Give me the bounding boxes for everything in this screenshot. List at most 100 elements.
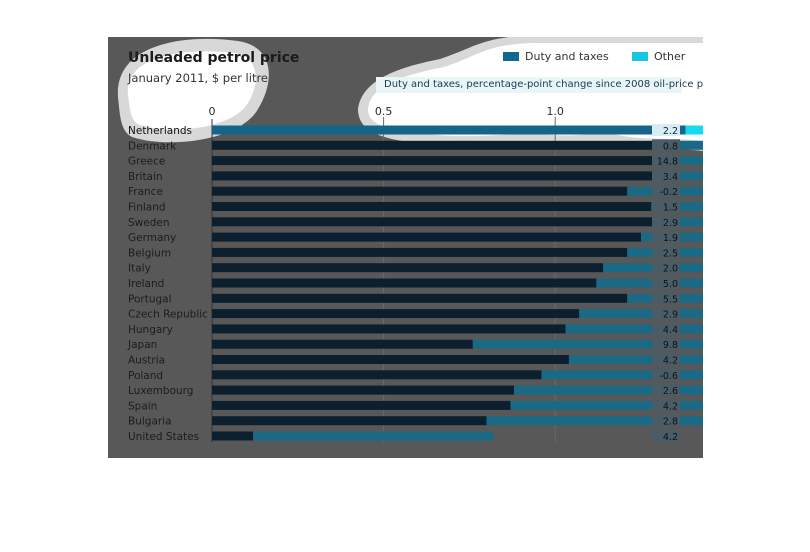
change-value: 2.9 [663,218,678,229]
category-label: Austria [128,355,165,367]
category-label: United States [128,431,199,443]
category-label: Britain [128,171,163,183]
category-label: Netherlands [128,125,192,137]
bar-duty [212,171,672,181]
change-cell [652,215,680,228]
category-label: France [128,186,163,198]
bar-duty [212,370,542,380]
bar-duty [212,125,686,135]
bar-duty [212,232,641,242]
category-label: Portugal [128,293,172,305]
bar-duty [212,156,662,166]
bar-other [253,431,494,441]
change-cell [652,246,680,259]
change-value: -0.6 [659,371,678,382]
change-value: 1.9 [663,233,678,244]
bar-duty [212,339,473,349]
change-cell [652,169,680,182]
bar-other [472,339,703,349]
change-value: 2.9 [663,310,678,321]
change-cell [652,399,680,412]
bar-duty [212,293,628,303]
category-label: Hungary [128,324,173,336]
change-column-header: Duty and taxes, percentage-point change … [376,77,703,93]
bar-other [565,324,703,334]
change-value: 2.5 [663,248,678,259]
bar-duty [212,431,254,441]
change-cell [652,261,680,274]
change-cell [652,368,680,381]
legend-other-swatch [632,52,648,61]
change-cell [652,384,680,397]
bar-duty [212,355,569,364]
legend-duty: Duty and taxes [503,50,609,63]
change-cell [652,277,680,289]
chart-subtitle: January 2011, $ per litre [128,71,269,85]
bar-duty [212,140,655,150]
change-cell [652,124,680,136]
bar-other [510,400,703,410]
change-cell [652,139,680,152]
change-value: 5.5 [663,294,678,305]
chart-title: Unleaded petrol price [128,50,300,66]
change-cell [652,307,680,320]
x-tick-label: 0.5 [375,105,393,118]
bar-chart-plot: 0 0.5 1.0 1.5 2.0 2.5 Netherlands 2.2 Denmark 0.8… [127,105,703,443]
bar-duty [212,263,604,273]
bar-other [685,125,703,135]
x-tick-label: 1.0 [546,105,564,118]
change-cell [652,353,680,366]
x-tick-label: 0 [209,105,216,118]
change-value: 2.2 [663,126,678,137]
change-value: 4.4 [663,325,678,336]
change-value: 3.4 [663,172,678,183]
change-value: 2.8 [663,417,678,428]
change-cell [652,414,680,427]
bar-other [541,370,703,380]
category-label: Greece [128,156,165,168]
bar-duty [212,278,597,288]
chart-panel: Unleaded petrol price January 2011, $ pe… [108,37,703,458]
change-value: 9.8 [663,340,678,351]
bar-other [486,416,703,426]
change-cell [652,154,680,167]
category-label: Italy [128,263,151,275]
change-value: 1.5 [663,203,678,214]
category-label: Denmark [128,140,177,152]
category-label: Bulgaria [128,416,172,428]
bar-other [671,171,703,181]
change-value: 4.2 [663,401,678,412]
category-label: Germany [128,232,176,244]
category-label: Finland [128,202,166,214]
change-value: 4.2 [663,432,678,443]
category-label: Luxembourg [128,385,193,397]
change-value: 0.8 [663,141,678,152]
category-label: Poland [128,370,163,382]
change-cell [652,322,680,335]
change-value: -0.2 [659,187,678,198]
bar-duty [212,186,628,196]
change-value: 2.6 [663,386,678,397]
bar-duty [212,247,628,257]
change-cell [652,430,680,442]
category-label: Japan [127,339,157,351]
legend-duty-label: Duty and taxes [525,50,609,63]
change-value: 5.0 [663,279,678,290]
bar-duty [212,309,580,319]
legend-other-label: Other [654,50,686,63]
category-label: Sweden [128,217,170,229]
change-cell [652,292,680,305]
change-cell [652,338,680,351]
bar-other [514,385,703,395]
bar-other [661,156,703,166]
bar-other [596,278,703,288]
bar-other [668,217,703,227]
bar-duty [212,385,515,395]
bar-duty [212,416,487,426]
bar-other [579,309,703,319]
category-label: Ireland [128,278,164,290]
bar-duty [212,217,669,227]
bar-other [568,355,703,364]
bar-duty [212,202,652,211]
category-label: Belgium [128,247,171,259]
